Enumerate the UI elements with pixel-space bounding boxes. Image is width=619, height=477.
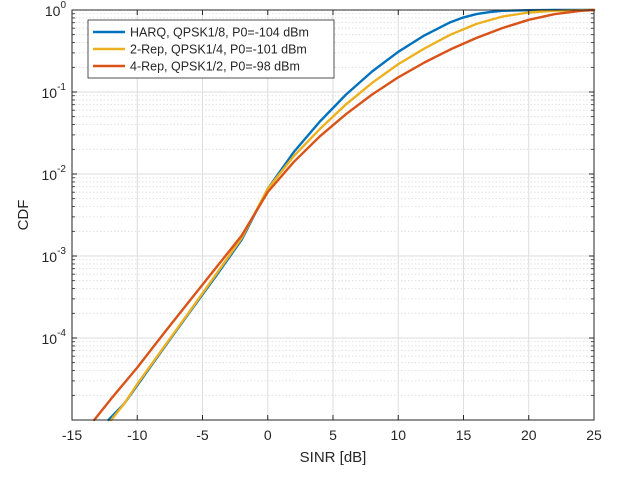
x-tick-label: -5 bbox=[196, 427, 209, 443]
y-tick-label: 10-2 bbox=[42, 164, 67, 183]
x-tick-label: 20 bbox=[521, 427, 537, 443]
y-tick-exponent: -4 bbox=[57, 328, 66, 339]
legend-label-2: 2-Rep, QPSK1/4, P0=-101 dBm bbox=[130, 43, 307, 57]
legend-label-1: HARQ, QPSK1/8, P0=-104 dBm bbox=[130, 26, 309, 40]
legend-label-3: 4-Rep, QPSK1/2, P0=-98 dBm bbox=[130, 60, 300, 74]
y-tick-exponent: 0 bbox=[60, 0, 66, 11]
y-tick-exponent: -1 bbox=[57, 82, 66, 93]
x-axis-title: SINR [dB] bbox=[300, 449, 367, 466]
x-tick-label: 25 bbox=[586, 427, 602, 443]
x-tick-label: 15 bbox=[456, 427, 472, 443]
x-tick-label: -10 bbox=[127, 427, 147, 443]
y-tick-label: 10-4 bbox=[42, 328, 67, 347]
x-tick-label: 0 bbox=[264, 427, 272, 443]
x-tick-label: -15 bbox=[62, 427, 82, 443]
y-tick-label: 10-3 bbox=[42, 246, 67, 265]
legend: HARQ, QPSK1/8, P0=-104 dBm 2-Rep, QPSK1/4… bbox=[88, 20, 334, 78]
y-tick-exponent: -2 bbox=[57, 164, 66, 175]
y-tick-label: 10-1 bbox=[42, 82, 67, 101]
x-tick-label: 10 bbox=[390, 427, 406, 443]
y-tick-label: 100 bbox=[45, 0, 67, 19]
y-axis-title: CDF bbox=[15, 200, 32, 231]
x-tick-label: 5 bbox=[329, 427, 337, 443]
y-tick-exponent: -3 bbox=[57, 246, 66, 257]
